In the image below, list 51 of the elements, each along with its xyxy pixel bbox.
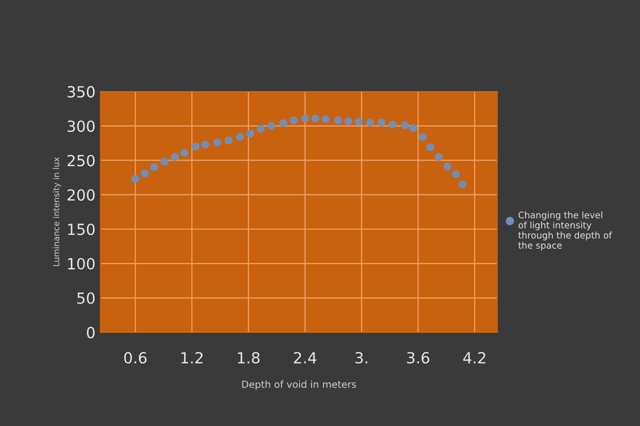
point	[180, 148, 188, 157]
point	[301, 114, 309, 122]
point	[418, 133, 427, 141]
point	[290, 116, 298, 124]
point	[322, 115, 330, 124]
point	[458, 180, 466, 188]
y-tick-label: 0	[86, 326, 95, 338]
point	[236, 133, 244, 141]
point	[150, 163, 158, 172]
y-tick-label: 100	[68, 258, 95, 270]
point	[311, 114, 320, 122]
point	[388, 120, 397, 129]
point	[170, 152, 179, 161]
y-tick-label: 50	[77, 292, 95, 304]
x-tick-label: 1.2	[181, 352, 203, 364]
point	[213, 138, 222, 146]
point	[140, 169, 149, 178]
point	[334, 116, 342, 124]
y-tick-label: 350	[68, 86, 95, 98]
point	[131, 174, 140, 183]
y-tick-label: 150	[68, 224, 95, 236]
point	[409, 124, 418, 132]
point	[452, 170, 460, 178]
point	[443, 162, 452, 170]
point	[400, 121, 409, 130]
y-tick-label: 250	[68, 154, 95, 166]
y-tick-label: 300	[68, 120, 95, 132]
x-tick-label: 3.	[355, 352, 368, 364]
point	[426, 143, 434, 152]
point	[256, 124, 265, 133]
x-axis-title: Depth of void in meters	[242, 380, 356, 390]
x-tick-label: 4.2	[463, 352, 486, 364]
point	[344, 117, 352, 126]
point	[246, 130, 254, 138]
point	[160, 158, 169, 166]
point	[366, 118, 374, 126]
point	[201, 140, 210, 148]
point	[434, 152, 443, 161]
point	[377, 118, 386, 126]
x-tick-label: 0.6	[124, 352, 147, 364]
legend-label: Changing the level of light intensity through the depth of the space	[518, 211, 612, 250]
y-tick-label: 200	[68, 189, 95, 201]
x-tick-label: 3.6	[407, 352, 430, 364]
y-axis-title: Luminance intensity in lux	[52, 157, 61, 266]
point	[354, 118, 363, 126]
x-tick-label: 2.4	[294, 352, 316, 364]
x-tick-label: 1.8	[238, 352, 260, 364]
point	[267, 122, 276, 130]
point	[279, 119, 288, 128]
point	[192, 142, 200, 151]
point	[224, 136, 233, 144]
